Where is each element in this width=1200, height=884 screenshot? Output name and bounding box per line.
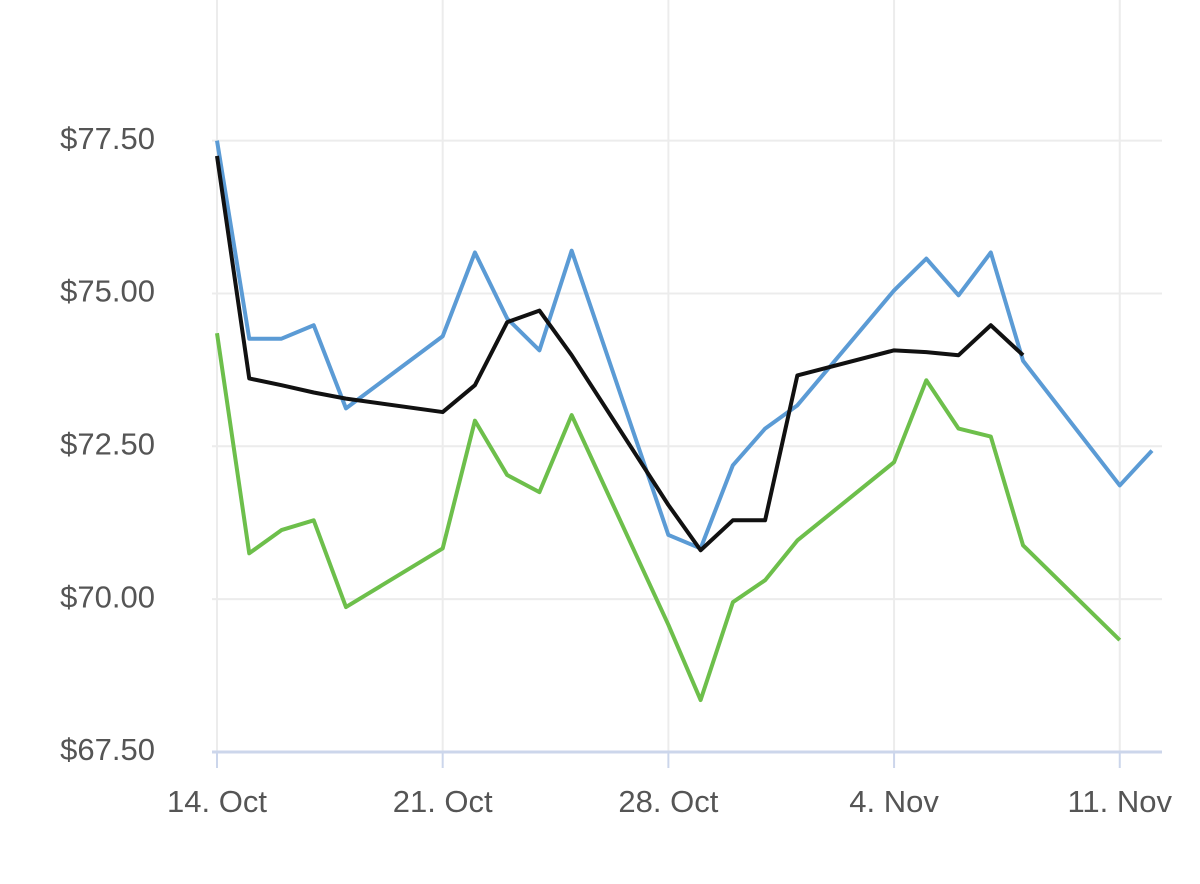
x-tick-label: 28. Oct xyxy=(618,784,718,819)
y-tick-label: $67.50 xyxy=(60,732,155,767)
y-tick-label: $70.00 xyxy=(60,579,155,614)
y-tick-label: $75.00 xyxy=(60,274,155,309)
x-tick-label: 4. Nov xyxy=(849,784,939,819)
series-line xyxy=(215,155,1025,553)
series-line xyxy=(215,332,1122,703)
y-tick-label: $77.50 xyxy=(60,121,155,156)
y-tick-label: $72.50 xyxy=(60,426,155,461)
x-tick-label: 21. Oct xyxy=(393,784,493,819)
series-line xyxy=(215,140,1154,551)
x-tick-label: 14. Oct xyxy=(167,784,267,819)
x-tick-label: 11. Nov xyxy=(1067,784,1172,819)
